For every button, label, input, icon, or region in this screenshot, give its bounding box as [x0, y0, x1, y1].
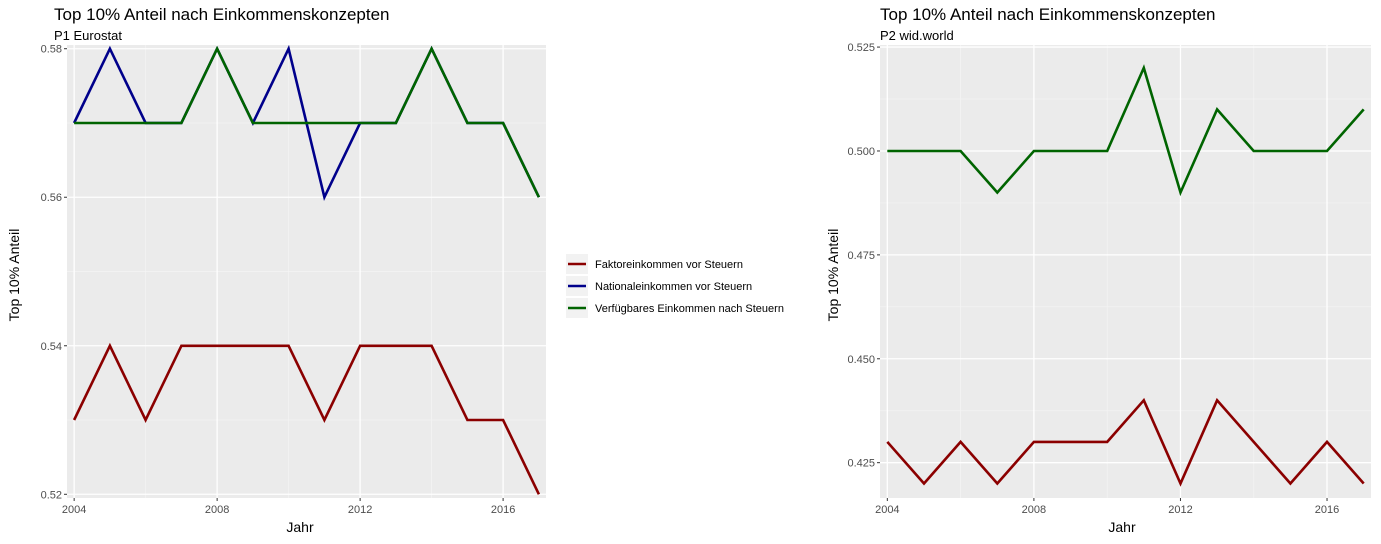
panel2-series-line-faktoreinkommen-vor-steuern	[886, 397, 1365, 487]
panel1-y-axis-label: Top 10% Anteil	[6, 229, 22, 322]
panel2-x-axis-label: Jahr	[1108, 519, 1136, 535]
panel2-y-tick-label: 0.450	[847, 354, 875, 366]
panel2-x-tick-label: 2004	[875, 504, 899, 516]
panel2-y-tick-label: 0.425	[847, 458, 875, 470]
panel2-subtitle: P2 wid.world	[880, 28, 954, 43]
panel1-title: Top 10% Anteil nach Einkommenskonzepten	[54, 5, 389, 24]
panel2-x-tick-label: 2008	[1022, 504, 1046, 516]
panel1-x-tick-label: 2016	[491, 504, 515, 516]
panel2-x-tick-label: 2012	[1168, 504, 1192, 516]
panel1-series-line-verfuegbares-einkommen-nach-steuern	[74, 45, 541, 198]
legend: Faktoreinkommen vor Steuern Nationaleinko…	[566, 254, 784, 318]
panel1-subtitle: P1 Eurostat	[54, 28, 122, 43]
panel2-title: Top 10% Anteil nach Einkommenskonzepten	[880, 5, 1215, 24]
panel2-plot: 2004 2008 2012 2016 0.425 0.450 0.475 0.500 0.52…	[847, 42, 1371, 516]
panel1-y-tick-label: 0.58	[41, 44, 62, 56]
panel2-x-tick-label: 2016	[1315, 504, 1339, 516]
panel1-y-tick-label: 0.54	[41, 341, 62, 353]
panel1-x-axis-label: Jahr	[286, 519, 314, 535]
panel2-y-tick-label: 0.500	[847, 146, 875, 158]
panel2-y-tick-label: 0.525	[847, 42, 875, 54]
panel1-x-tick-label: 2008	[205, 504, 229, 516]
panel2-y-tick-label: 0.475	[847, 250, 875, 262]
legend-label-nationaleinkommen-vor-steuern: Nationaleinkommen vor Steuern	[595, 281, 752, 293]
panel1-x-tick-label: 2004	[62, 504, 86, 516]
panel1-y-tick-label: 0.56	[41, 192, 62, 204]
panel1-plot: 2004 2008 2012 2016 0.52 0.54 0.56 0.58	[41, 44, 546, 516]
panel1-series-line-faktoreinkommen-vor-steuern	[72, 342, 541, 495]
legend-label-faktoreinkommen-vor-steuern: Faktoreinkommen vor Steuern	[595, 259, 743, 271]
panel1-y-tick-label: 0.52	[41, 489, 62, 501]
panel2-background	[880, 45, 1371, 498]
panel2-series-line-verfuegbares-einkommen-nach-steuern	[887, 64, 1365, 197]
panel2-y-axis-label: Top 10% Anteil	[825, 229, 841, 322]
legend-label-verfuegbares-einkommen-nach-steuern: Verfügbares Einkommen nach Steuern	[595, 303, 784, 315]
panel1-x-tick-label: 2012	[348, 504, 372, 516]
